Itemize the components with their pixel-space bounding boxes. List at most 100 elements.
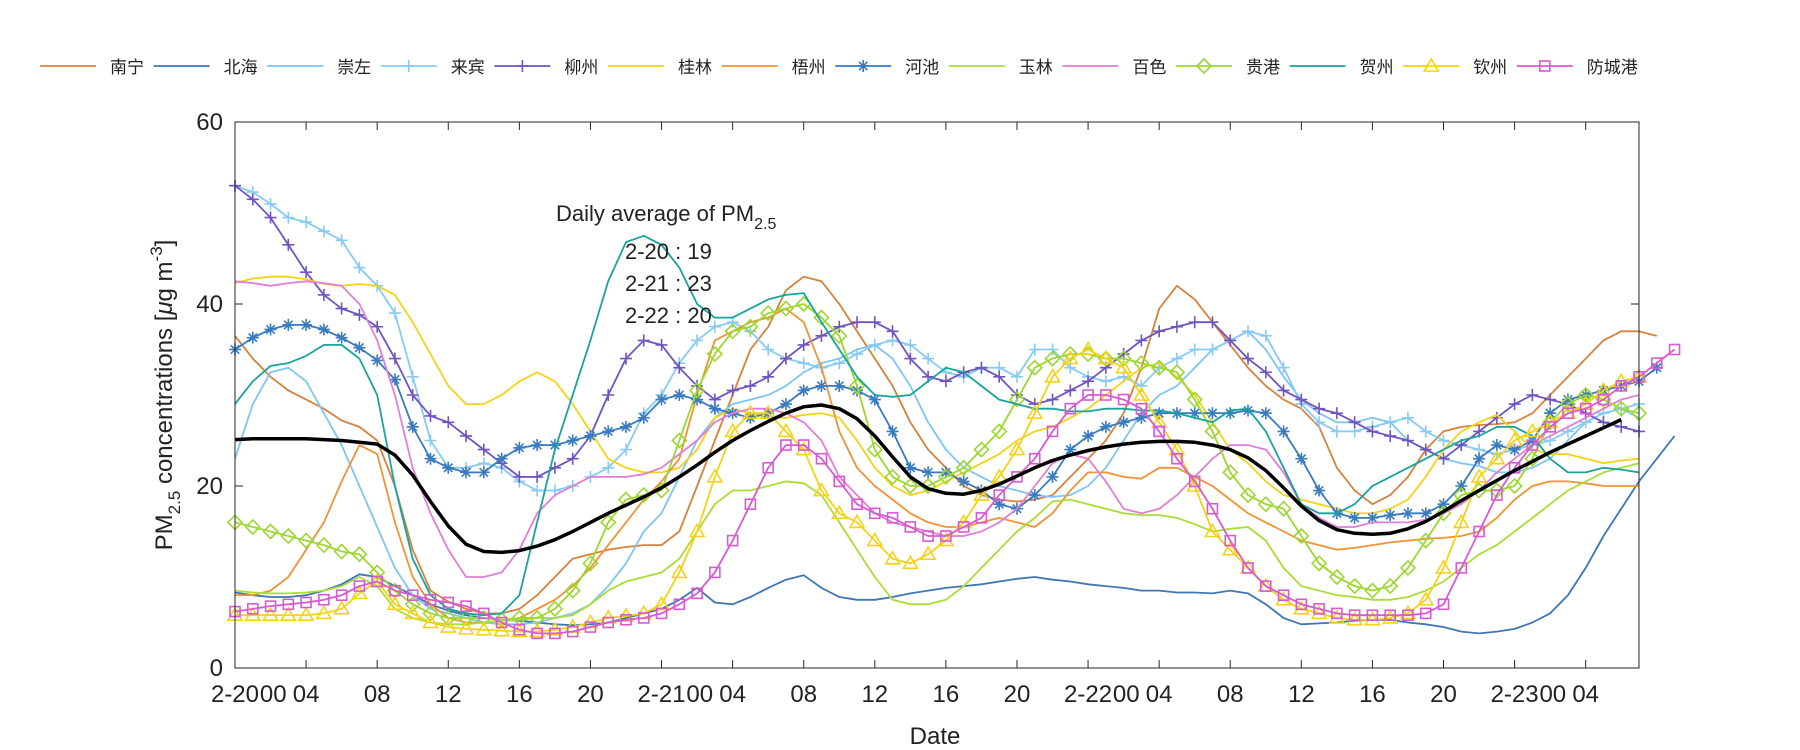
x-tick-label: 16	[933, 681, 960, 708]
data-point-marker	[564, 582, 581, 599]
annotation-line-2: 2-21 : 23	[625, 271, 712, 296]
data-point-marker	[1293, 527, 1310, 545]
data-point-marker	[1153, 407, 1166, 420]
data-point-marker	[422, 613, 439, 629]
data-point-marker	[1419, 607, 1432, 620]
data-point-marker	[1366, 425, 1379, 438]
data-point-marker	[922, 530, 934, 542]
x-tick-label-midnight: 00	[686, 681, 713, 708]
data-point-marker	[406, 370, 419, 383]
data-point-marker	[851, 316, 864, 329]
data-point-marker	[246, 193, 259, 206]
data-point-marker	[386, 595, 404, 611]
data-point-marker	[760, 304, 777, 322]
data-point-marker	[388, 352, 401, 365]
series-13-group	[229, 343, 1681, 640]
data-point-marker	[1259, 366, 1272, 379]
data-point-marker	[279, 606, 297, 622]
data-point-marker	[937, 468, 955, 486]
data-point-marker	[637, 334, 650, 347]
data-point-marker	[708, 320, 721, 333]
data-point-marker	[1366, 511, 1379, 524]
data-point-marker	[1277, 384, 1290, 397]
x-tick-label: 04	[719, 681, 746, 708]
data-point-marker	[1064, 443, 1077, 456]
data-point-marker	[300, 266, 313, 279]
data-point-marker	[726, 384, 739, 397]
y-tick-label: 20	[196, 473, 223, 500]
series-5-group	[234, 275, 1640, 515]
data-point-marker	[1028, 489, 1041, 502]
data-point-marker	[848, 377, 866, 395]
data-point-marker	[1399, 604, 1417, 620]
data-point-marker	[1188, 316, 1201, 329]
data-point-marker	[1650, 357, 1663, 369]
data-point-marker	[1401, 434, 1414, 447]
x-tick-label: 04	[1572, 681, 1599, 708]
data-point-marker	[1206, 502, 1219, 515]
data-point-marker	[1330, 407, 1343, 420]
data-point-marker	[1348, 416, 1361, 429]
x-tick-label: 12	[1288, 681, 1315, 708]
legend-label: 百色	[1132, 58, 1166, 77]
data-point-marker	[369, 564, 386, 581]
data-point-marker	[531, 439, 544, 452]
y-axis-label: PM2.5 concentrations [μg m-3]	[147, 240, 184, 551]
data-point-marker	[866, 441, 883, 458]
data-point-marker	[457, 620, 475, 635]
data-point-marker	[833, 475, 846, 488]
data-point-marker	[815, 379, 828, 392]
data-point-marker	[993, 498, 1006, 511]
data-point-marker	[1224, 534, 1237, 547]
series-9-group	[234, 280, 1640, 578]
data-point-marker	[1313, 603, 1325, 615]
x-tick-label-midnight: 00	[1113, 681, 1140, 708]
data-point-marker	[904, 461, 917, 474]
data-point-marker	[1526, 389, 1539, 401]
data-point-marker	[477, 466, 490, 479]
data-point-marker	[404, 596, 421, 613]
data-point-marker	[333, 600, 351, 615]
data-point-marker	[1170, 352, 1183, 365]
x-tick-label: 2-22	[1064, 681, 1112, 708]
data-point-marker	[1419, 443, 1432, 456]
legend-label: 柳州	[564, 58, 598, 77]
data-point-marker	[1437, 452, 1450, 465]
data-point-marker	[688, 522, 706, 538]
data-point-marker	[1259, 407, 1272, 420]
data-point-marker	[1064, 384, 1077, 397]
data-point-marker	[1028, 452, 1041, 465]
data-point-marker	[516, 60, 529, 72]
data-point-marker	[1506, 477, 1523, 495]
data-point-marker	[1257, 496, 1274, 513]
data-point-marker	[619, 352, 632, 365]
data-point-marker	[637, 411, 650, 424]
data-point-marker	[493, 622, 510, 637]
data-point-marker	[317, 288, 330, 301]
legend-item: 玉林	[948, 58, 1053, 77]
data-point-marker	[1419, 507, 1432, 520]
x-tick-label: 16	[506, 681, 533, 708]
data-point-marker	[1382, 577, 1399, 595]
data-point-marker	[318, 593, 330, 606]
data-point-marker	[1577, 386, 1594, 404]
data-point-marker	[1117, 416, 1130, 429]
data-point-marker	[1313, 484, 1326, 497]
data-point-marker	[1437, 434, 1450, 447]
data-point-marker	[1384, 609, 1396, 622]
data-point-marker	[1242, 325, 1255, 338]
data-point-marker	[335, 234, 348, 247]
data-point-marker	[1331, 607, 1343, 620]
data-point-marker	[993, 370, 1006, 383]
data-point-marker	[1561, 393, 1574, 406]
data-point-marker	[1150, 413, 1168, 429]
data-point-marker	[317, 225, 330, 238]
x-tick-label: 04	[1146, 681, 1173, 708]
data-point-marker	[940, 530, 952, 542]
data-point-marker	[1028, 343, 1041, 356]
data-point-marker	[1508, 443, 1521, 456]
data-point-marker	[1195, 57, 1213, 75]
data-point-marker	[1491, 489, 1503, 501]
data-point-marker	[619, 443, 632, 456]
